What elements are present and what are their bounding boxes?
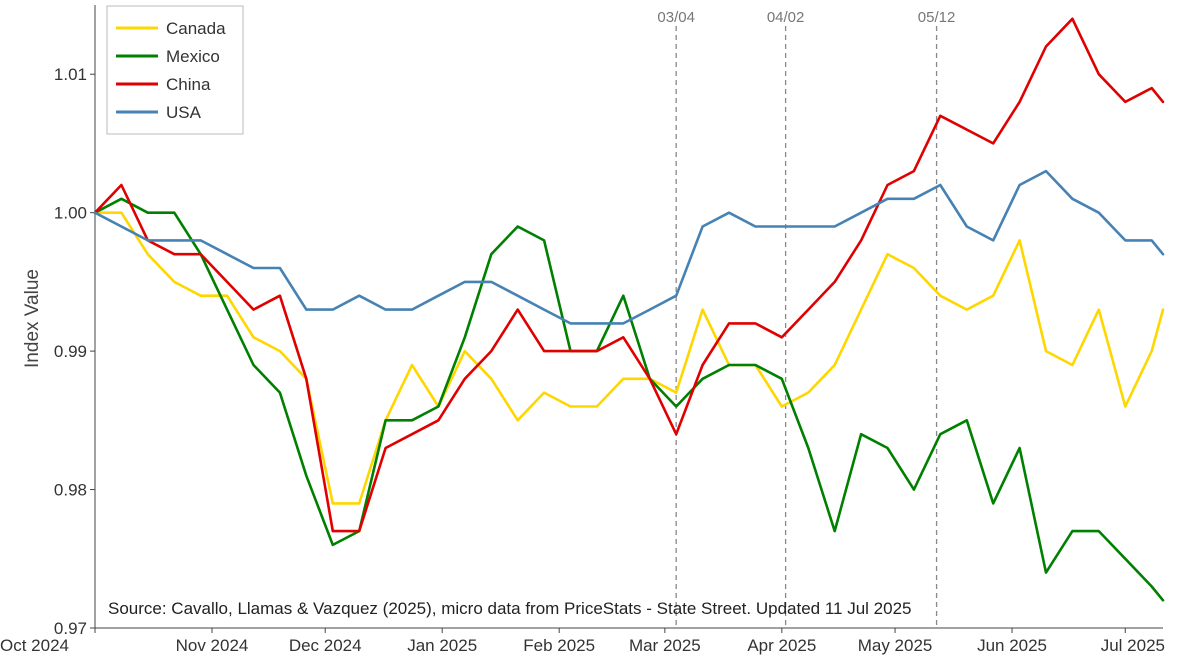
series-line-mexico xyxy=(93,197,1165,602)
legend-label-mexico: Mexico xyxy=(166,47,220,66)
legend-label-usa: USA xyxy=(166,103,202,122)
x-tick-label: Jan 2025 xyxy=(407,636,477,655)
x-tick-label: Nov 2024 xyxy=(176,636,249,655)
x-tick-label: Jul 2025 xyxy=(1101,636,1165,655)
series-line-canada xyxy=(93,211,1165,505)
y-tick-label: 0.99 xyxy=(54,342,87,361)
x-tick-label: Dec 2024 xyxy=(289,636,362,655)
y-axis-title: Index Value xyxy=(22,269,43,368)
series-line-china xyxy=(93,17,1165,533)
series-line-usa xyxy=(93,169,1165,325)
x-tick-label: Mar 2025 xyxy=(629,636,701,655)
x-tick-label: Feb 2025 xyxy=(523,636,595,655)
y-tick-label: 0.98 xyxy=(54,481,87,500)
legend-label-china: China xyxy=(166,75,211,94)
y-tick-label: 1.01 xyxy=(54,65,87,84)
source-note: Source: Cavallo, Llamas & Vazquez (2025)… xyxy=(108,599,912,618)
event-label: 05/12 xyxy=(918,9,956,26)
x-tick-label: May 2025 xyxy=(858,636,933,655)
series-lines xyxy=(93,17,1165,602)
axes-layer: 0.97 0.98 0.99 1.00 1.01 Oct 2024 Nov 2024 Dec … xyxy=(0,5,1165,655)
event-label: 04/02 xyxy=(767,9,805,26)
x-tick-label: Oct 2024 xyxy=(0,636,69,655)
y-tick-label: 1.00 xyxy=(54,204,87,223)
legend: Canada Mexico China USA xyxy=(106,5,244,135)
x-tick-label: Jun 2025 xyxy=(977,636,1047,655)
event-label: 03/04 xyxy=(657,9,695,26)
x-tick-label: Apr 2025 xyxy=(747,636,816,655)
y-tick-label: 0.97 xyxy=(54,619,87,638)
event-markers: 03/04 04/02 05/12 xyxy=(657,9,955,628)
legend-label-canada: Canada xyxy=(166,19,226,38)
